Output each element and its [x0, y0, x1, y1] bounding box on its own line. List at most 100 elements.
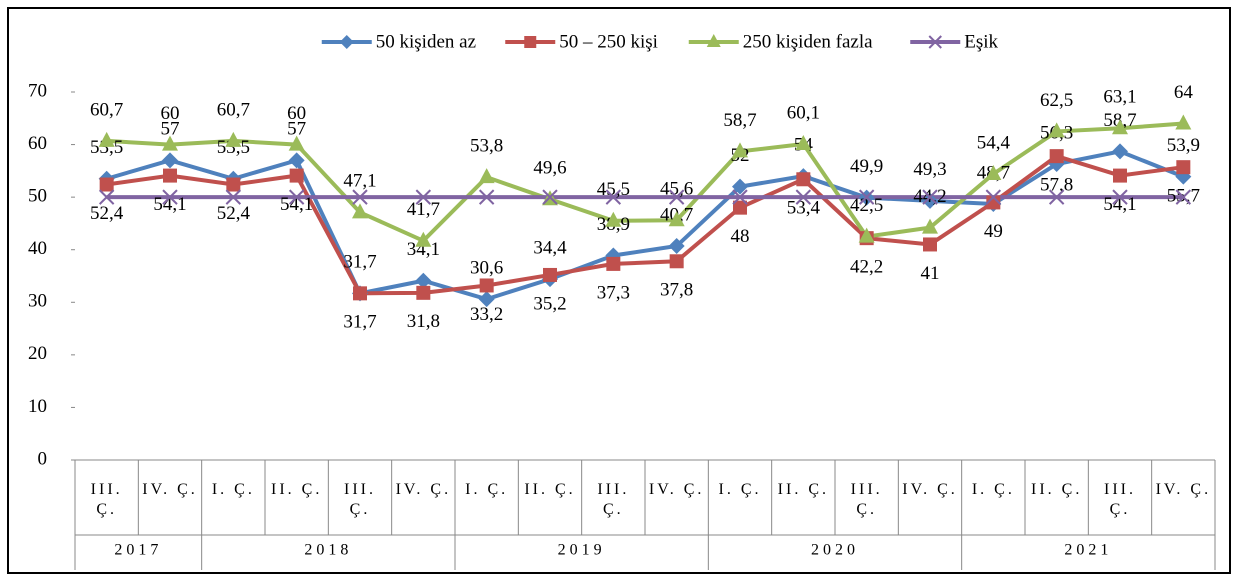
- legend-marker: [339, 35, 354, 49]
- y-tick-label: 0: [38, 448, 48, 469]
- y-tick-label: 10: [28, 396, 47, 417]
- data-label: 63,1: [1103, 87, 1136, 108]
- data-label: 53,9: [1167, 135, 1200, 156]
- marker: [352, 203, 368, 219]
- y-tick-label: 70: [28, 80, 47, 101]
- x-tick-label: III. Ç.: [1104, 481, 1136, 518]
- legend-label: 250 kişiden fazla: [743, 31, 873, 52]
- data-label: 53,5: [217, 137, 250, 158]
- marker: [1113, 168, 1127, 183]
- x-tick-label: II. Ç.: [524, 481, 576, 498]
- data-label: 60,7: [217, 99, 250, 120]
- frame: [7, 7, 1231, 574]
- data-label: 42,2: [850, 257, 883, 278]
- marker: [225, 131, 242, 147]
- marker: [732, 189, 748, 205]
- x-tick-label: II. Ç.: [777, 481, 829, 498]
- data-label: 31,7: [343, 252, 376, 273]
- legend-marker: [706, 34, 721, 47]
- marker: [606, 256, 621, 271]
- marker: [478, 291, 495, 308]
- marker: [353, 286, 367, 301]
- marker: [795, 135, 812, 151]
- data-label: 54,1: [153, 194, 186, 215]
- data-label: 34,4: [533, 238, 567, 259]
- group-label: 2020: [811, 542, 859, 559]
- data-label: 30,6: [470, 257, 503, 278]
- x-tick-label: III. Ç.: [597, 481, 630, 518]
- x-tick-label: I. Ç.: [211, 481, 255, 498]
- data-label: 60,1: [787, 102, 820, 123]
- x-tick-label: IV. Ç.: [1155, 481, 1212, 498]
- legend-marker: [928, 35, 942, 49]
- data-label: 41: [921, 263, 940, 284]
- legend-label: 50 – 250 kişi: [559, 31, 658, 52]
- data-label: 35,2: [533, 293, 566, 314]
- data-label: 52,4: [90, 203, 124, 224]
- data-label: 60,7: [90, 99, 123, 120]
- marker: [922, 218, 938, 234]
- legend-marker: [524, 36, 537, 48]
- marker: [415, 272, 432, 289]
- data-label: 47,1: [343, 171, 376, 192]
- data-label: 53,4: [787, 198, 821, 219]
- legend-label: 50 kişiden az: [376, 31, 476, 52]
- marker: [858, 227, 875, 243]
- data-label: 31,7: [343, 312, 376, 333]
- x-tick-label: I. Ç.: [971, 481, 1015, 498]
- y-tick-label: 40: [28, 238, 47, 259]
- marker: [225, 189, 242, 205]
- data-label: 49,3: [913, 159, 946, 180]
- marker: [98, 131, 115, 147]
- x-tick-label: II. Ç.: [1030, 481, 1083, 498]
- marker: [669, 254, 684, 269]
- data-label: 52,4: [217, 203, 251, 224]
- marker: [1049, 149, 1064, 164]
- x-tick-label: III. Ç.: [90, 481, 123, 518]
- marker: [795, 189, 812, 205]
- x-tick-label: III. Ç.: [850, 481, 883, 518]
- marker: [163, 168, 177, 183]
- data-label: 57,8: [1040, 174, 1073, 195]
- data-label: 49,9: [850, 156, 883, 177]
- marker: [226, 177, 241, 192]
- marker: [288, 152, 305, 169]
- group-label: 2017: [114, 542, 162, 559]
- marker: [1175, 189, 1192, 205]
- data-label: 42,5: [850, 195, 883, 216]
- marker: [416, 285, 431, 300]
- data-label: 49,6: [533, 158, 566, 179]
- marker: [1112, 119, 1128, 135]
- marker: [858, 189, 875, 205]
- data-label: 64: [1174, 82, 1194, 103]
- data-label: 60: [287, 103, 306, 124]
- y-tick-label: 60: [28, 133, 47, 154]
- marker: [732, 142, 748, 158]
- marker: [162, 152, 178, 169]
- data-label: 60: [161, 103, 180, 124]
- data-label: 57: [161, 119, 180, 140]
- marker: [478, 189, 495, 205]
- marker: [732, 178, 748, 195]
- data-label: 53,8: [470, 136, 503, 157]
- group-label: 2021: [1064, 542, 1112, 559]
- marker: [542, 189, 558, 205]
- marker: [288, 135, 305, 151]
- marker: [543, 267, 557, 282]
- x-tick-label: IV. Ç.: [648, 481, 705, 498]
- group-label: 2019: [558, 542, 606, 559]
- data-label: 49: [984, 221, 1003, 242]
- marker: [1112, 189, 1128, 205]
- marker: [668, 211, 685, 227]
- marker: [289, 168, 304, 183]
- data-label: 62,5: [1040, 90, 1073, 111]
- x-tick-label: I. Ç.: [718, 481, 762, 498]
- series-line: [106, 121, 1184, 244]
- marker: [923, 237, 937, 252]
- marker: [415, 189, 432, 205]
- marker: [98, 189, 115, 205]
- marker: [605, 189, 622, 205]
- marker: [1176, 160, 1191, 175]
